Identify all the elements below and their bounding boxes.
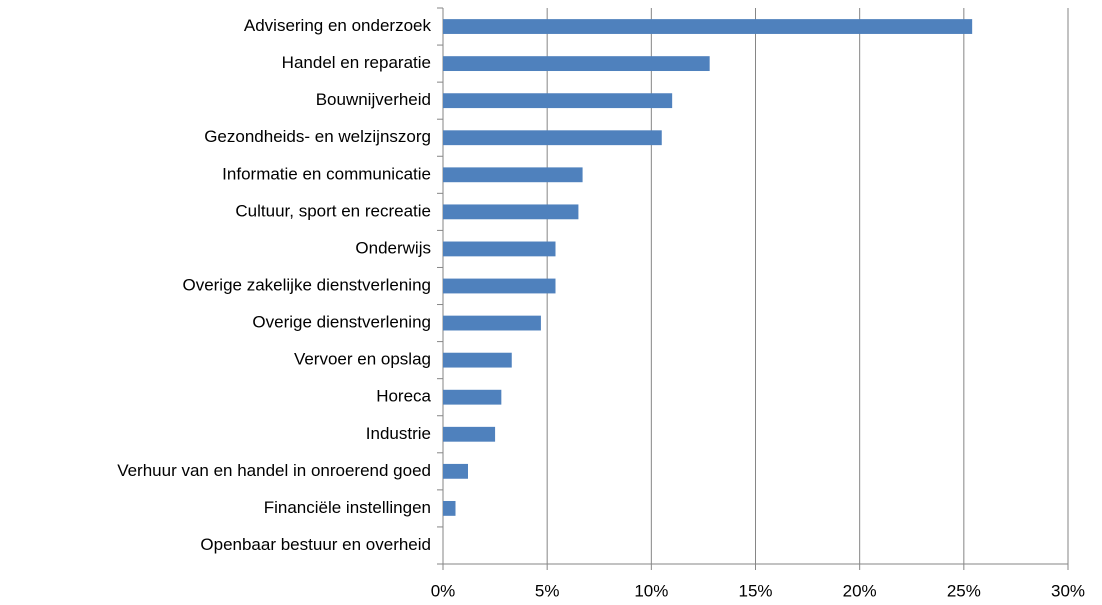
bar bbox=[443, 463, 468, 479]
bar bbox=[443, 500, 456, 516]
y-tick-label: Vervoer en opslag bbox=[294, 350, 431, 369]
bar bbox=[443, 389, 502, 405]
x-tick-label: 15% bbox=[738, 581, 772, 600]
y-tick-label: Cultuur, sport en recreatie bbox=[235, 201, 431, 220]
y-tick-label: Horeca bbox=[376, 387, 431, 406]
x-tick-label: 10% bbox=[634, 581, 668, 600]
y-tick-label: Overige zakelijke dienstverlening bbox=[182, 275, 431, 294]
y-tick-label: Informatie en communicatie bbox=[222, 164, 431, 183]
x-tick-label: 0% bbox=[431, 581, 456, 600]
x-tick-label: 20% bbox=[843, 581, 877, 600]
y-tick-label: Financiële instellingen bbox=[264, 498, 431, 517]
x-tick-label: 5% bbox=[535, 581, 560, 600]
bar bbox=[443, 204, 579, 220]
y-tick-label: Gezondheids- en welzijnszorg bbox=[204, 127, 431, 146]
y-tick-label: Overige dienstverlening bbox=[252, 313, 431, 332]
bar bbox=[443, 167, 583, 183]
bar bbox=[443, 352, 512, 368]
y-tick-label: Industrie bbox=[366, 424, 431, 443]
bar bbox=[443, 130, 662, 146]
y-tick-label: Verhuur van en handel in onroerend goed bbox=[117, 461, 431, 480]
bar bbox=[443, 315, 541, 331]
bar bbox=[443, 93, 673, 109]
y-tick-label: Bouwnijverheid bbox=[316, 90, 431, 109]
bar bbox=[443, 56, 710, 72]
y-tick-label: Advisering en onderzoek bbox=[244, 16, 432, 35]
y-tick-label: Handel en reparatie bbox=[282, 53, 431, 72]
bar bbox=[443, 426, 496, 442]
bar bbox=[443, 278, 556, 294]
x-tick-label: 25% bbox=[947, 581, 981, 600]
bar bbox=[443, 19, 973, 34]
x-tick-label: 30% bbox=[1051, 581, 1085, 600]
y-tick-label: Openbaar bestuur en overheid bbox=[200, 535, 431, 554]
y-tick-label: Onderwijs bbox=[355, 238, 431, 257]
bar bbox=[443, 241, 556, 257]
